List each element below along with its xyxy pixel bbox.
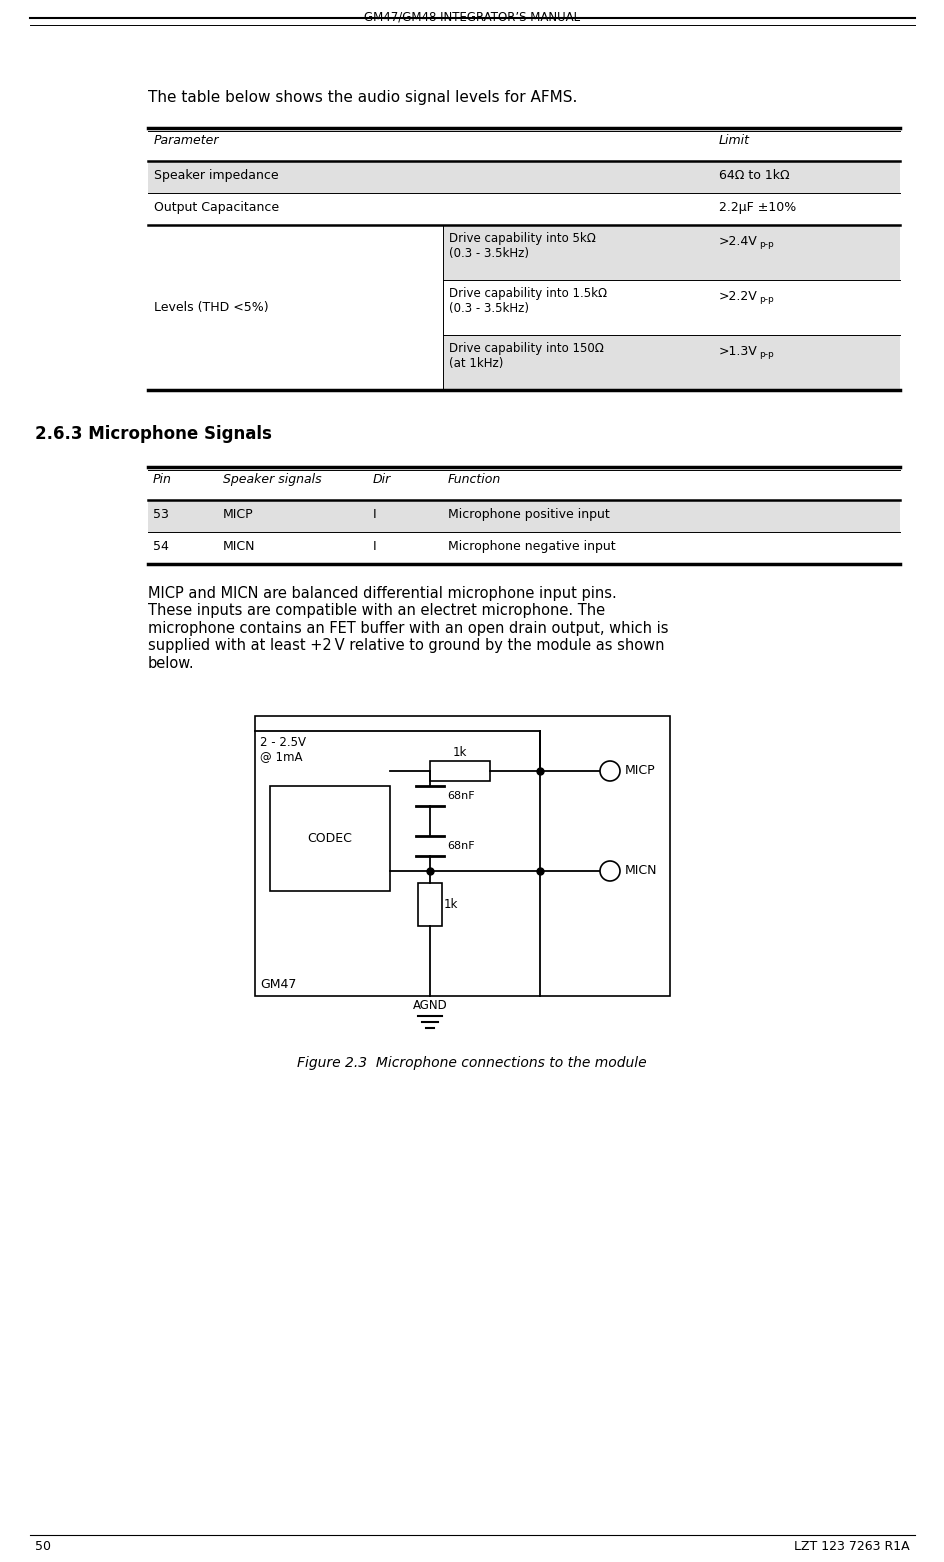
Bar [270,786,390,890]
Text: MICP and MICN are balanced differential microphone input pins.
These inputs are : MICP and MICN are balanced differential … [148,586,667,670]
Text: >2.4V: >2.4V [718,234,757,248]
Text: LZT 123 7263 R1A: LZT 123 7263 R1A [794,1540,909,1553]
Text: GM47: GM47 [260,978,296,990]
Bar [255,715,669,997]
Text: Drive capability into 5kΩ
(0.3 - 3.5kHz): Drive capability into 5kΩ (0.3 - 3.5kHz) [448,233,596,259]
Bar [443,280,899,334]
Text: 1k: 1k [444,898,458,911]
Text: Output Capacitance: Output Capacitance [154,201,278,214]
Circle shape [599,761,619,781]
Text: p-p: p-p [758,241,773,248]
Text: Figure 2.3  Microphone connections to the module: Figure 2.3 Microphone connections to the… [296,1056,646,1070]
Text: GM47/GM48 INTEGRATOR’S MANUAL: GM47/GM48 INTEGRATOR’S MANUAL [363,9,580,23]
Text: Function: Function [447,473,500,486]
Text: Speaker impedance: Speaker impedance [154,169,278,183]
Text: @ 1mA: @ 1mA [260,750,302,762]
Text: 68nF: 68nF [447,840,474,851]
Text: I: I [373,508,377,522]
Text: CODEC: CODEC [307,833,352,845]
Text: 64Ω to 1kΩ: 64Ω to 1kΩ [718,169,789,183]
Text: 2.6.3 Microphone Signals: 2.6.3 Microphone Signals [35,425,272,444]
Text: MICP: MICP [624,764,655,778]
Bar [148,280,443,334]
Text: 2 - 2.5V: 2 - 2.5V [260,736,306,750]
Text: 2.2µF ±10%: 2.2µF ±10% [718,201,796,214]
Bar [148,194,899,225]
Bar [443,334,899,390]
Text: MICP: MICP [223,508,253,522]
Text: >1.3V: >1.3V [718,345,757,358]
Bar [148,161,899,194]
Bar [148,500,899,533]
Text: 54: 54 [153,540,169,553]
Text: 53: 53 [153,508,169,522]
Text: I: I [373,540,377,553]
Text: Limit: Limit [718,134,750,147]
Bar [148,533,899,564]
Text: AGND: AGND [413,1000,447,1012]
Text: MICN: MICN [223,540,255,553]
Text: Levels (THD <5%): Levels (THD <5%) [154,301,268,314]
Text: 50: 50 [35,1540,51,1553]
Circle shape [599,861,619,881]
Text: Microphone negative input: Microphone negative input [447,540,615,553]
Text: p-p: p-p [758,350,773,359]
Text: >2.2V: >2.2V [718,291,757,303]
Bar [430,761,490,781]
Bar [443,225,899,280]
Bar [417,883,442,926]
Text: Microphone positive input: Microphone positive input [447,508,609,522]
Text: Drive capability into 1.5kΩ
(0.3 - 3.5kHz): Drive capability into 1.5kΩ (0.3 - 3.5kH… [448,287,606,316]
Bar [148,470,899,500]
Text: 1k: 1k [452,747,466,759]
Text: Dir: Dir [373,473,391,486]
Bar [148,225,443,280]
Bar [148,131,899,161]
Text: Pin: Pin [153,473,172,486]
Bar [148,334,443,390]
Text: Drive capability into 150Ω
(at 1kHz): Drive capability into 150Ω (at 1kHz) [448,342,603,370]
Text: Parameter: Parameter [154,134,219,147]
Text: p-p: p-p [758,295,773,305]
Text: The table below shows the audio signal levels for AFMS.: The table below shows the audio signal l… [148,91,577,105]
Text: Speaker signals: Speaker signals [223,473,321,486]
Text: MICN: MICN [624,864,657,878]
Text: 68nF: 68nF [447,790,474,801]
